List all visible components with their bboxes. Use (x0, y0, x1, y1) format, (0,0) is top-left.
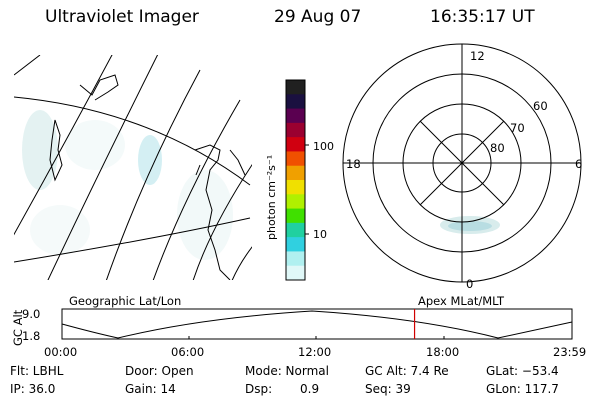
colorbar-segment (286, 265, 305, 281)
time-tick-0600: 06:00 (171, 345, 204, 359)
timeline-axis-title: GC Alt (11, 309, 25, 346)
time-tick-2359: 23:59 (553, 345, 586, 359)
dsp-value: 0.9 (300, 382, 320, 396)
timeline-ymax: 9.0 (22, 307, 40, 321)
colorbar-segment (286, 208, 305, 224)
mlt-label-18: 18 (346, 157, 361, 171)
polar-plot: 12 0 18 6 80 70 60 (342, 43, 582, 291)
timeline-right-label: Apex MLat/MLT (418, 294, 505, 308)
colorbar-segment (286, 137, 305, 152)
colorbar-segment (286, 165, 305, 181)
emission-haze (22, 110, 233, 260)
colorbar-tick-100: 100 (313, 140, 334, 153)
timeline-left-label: Geographic Lat/Lon (69, 294, 181, 308)
mlat-label-60: 60 (533, 99, 548, 113)
time-tick-0000: 00:00 (44, 345, 77, 359)
colorbar-segment (286, 151, 305, 167)
time-tick-1800: 18:00 (426, 345, 459, 359)
timeline-ticks (188, 336, 445, 339)
geographic-map (14, 55, 252, 280)
door-info: Door: Open (125, 364, 194, 378)
mlat-label-70: 70 (510, 121, 525, 135)
glon-info: GLon: 117.7 (486, 382, 559, 396)
time-tick-1200: 12:00 (298, 345, 331, 359)
coastline (49, 74, 246, 280)
timeline-frame (61, 308, 573, 340)
colorbar-segment (286, 108, 305, 124)
instrument-title: Ultraviolet Imager (45, 7, 199, 27)
latitude-circles (14, 55, 252, 280)
colorbar-segment (286, 237, 305, 252)
colorbar-segment (286, 94, 305, 110)
colorbar-segment (286, 194, 305, 210)
longitude-lines (14, 55, 251, 263)
mode-info: Mode: Normal (245, 364, 329, 378)
filter-info: Flt: LBHL (10, 364, 64, 378)
colorbar-segment (286, 122, 305, 138)
colorbar-tick-10: 10 (313, 228, 327, 241)
color-scale-bar (285, 79, 306, 281)
orbit-timeline: Geographic Lat/Lon Apex MLat/MLT GC Alt … (11, 294, 586, 359)
colorbar-segment (286, 222, 305, 238)
mlat-label-80: 80 (490, 141, 505, 155)
seq-info: Seq: 39 (365, 382, 411, 396)
colorbar-unit-label: photon cm⁻²s⁻¹ (265, 155, 278, 240)
gc-alt-info: GC Alt: 7.4 Re (365, 364, 449, 378)
glat-info: GLat: −53.4 (486, 364, 559, 378)
mlt-label-6: 6 (575, 157, 582, 171)
altitude-curve (61, 310, 573, 339)
ip-info: IP: 36.0 (10, 382, 56, 396)
mlt-label-0: 0 (466, 277, 473, 291)
mlt-label-12: 12 (470, 49, 485, 63)
gain-info: Gain: 14 (125, 382, 176, 396)
colorbar-ticks (305, 144, 309, 235)
colorbar-segment (286, 80, 305, 95)
observation-date: 29 Aug 07 (274, 7, 362, 27)
observation-time: 16:35:17 UT (430, 7, 535, 27)
timeline-ymin: 1.8 (22, 329, 40, 343)
colorbar-segment (286, 180, 305, 195)
polar-grid (342, 43, 582, 283)
colorbar-segment (286, 251, 305, 267)
colorbar-border (285, 79, 306, 281)
dsp-label: Dsp: (245, 382, 273, 396)
